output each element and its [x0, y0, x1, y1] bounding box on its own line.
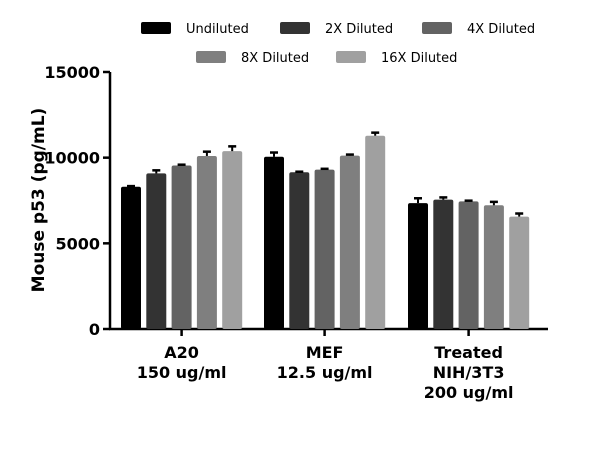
bar [196, 155, 217, 329]
y-axis-label: Mouse p53 (pg/mL) [29, 108, 49, 293]
y-tick-label: 0 [89, 320, 100, 339]
bar [146, 173, 167, 329]
bar [433, 199, 454, 329]
legend-swatch [422, 22, 452, 34]
bar [222, 151, 243, 329]
legend-swatch [196, 51, 226, 63]
legend-swatch [141, 22, 171, 34]
legend-swatch [280, 22, 310, 34]
x-tick-label: A20 [164, 343, 199, 362]
y-tick-label: 10000 [44, 149, 100, 168]
x-tick-label: MEF [306, 343, 344, 362]
legend-swatch [336, 51, 366, 63]
bar [339, 155, 360, 329]
x-tick-label: Treated [434, 343, 503, 362]
legend-label: 2X Diluted [325, 22, 393, 37]
bar [365, 135, 386, 329]
legend-label: 16X Diluted [381, 51, 457, 66]
bar [408, 203, 428, 329]
x-tick-label: 12.5 ug/ml [277, 363, 373, 382]
x-tick-label: 150 ug/ml [137, 363, 227, 382]
x-tick-label: 200 ug/ml [424, 383, 514, 402]
legend-label: Undiluted [186, 22, 249, 37]
bar [509, 216, 530, 329]
y-tick-label: 15000 [44, 63, 100, 82]
bar [121, 186, 141, 329]
legend-label: 4X Diluted [467, 22, 535, 37]
bar [289, 172, 310, 329]
bar [171, 165, 192, 329]
bar [483, 205, 504, 329]
y-tick-label: 5000 [55, 234, 100, 253]
bar [458, 201, 479, 329]
bar [264, 156, 284, 329]
bar [314, 169, 335, 329]
x-tick-label: NIH/3T3 [433, 363, 505, 382]
legend-label: 8X Diluted [241, 51, 309, 66]
